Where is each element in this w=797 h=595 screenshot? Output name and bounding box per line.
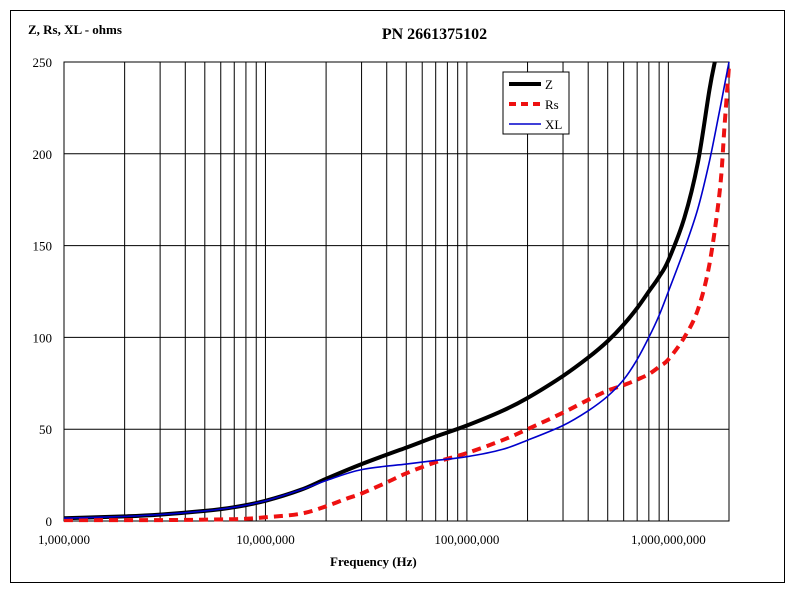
series-line-rs — [63, 65, 731, 523]
x-tick-label: 10,000,000 — [236, 532, 295, 547]
chart-frame — [10, 10, 785, 583]
plot-area-border — [63, 61, 730, 522]
y-tick-label: 200 — [33, 147, 53, 162]
y-tick-label: 0 — [46, 514, 53, 529]
y-tick-label: 250 — [33, 55, 53, 70]
x-tick-label: 1,000,000 — [38, 532, 90, 547]
series-line-z — [63, 61, 717, 521]
x-tick-label: 100,000,000 — [434, 532, 499, 547]
legend-label-z: Z — [545, 77, 553, 92]
legend: Z Rs XL — [502, 71, 570, 135]
legend-label-rs: Rs — [545, 97, 559, 112]
legend-label-xl: XL — [545, 117, 562, 132]
x-axis-label: Frequency (Hz) — [330, 554, 417, 569]
data-series — [63, 61, 731, 523]
series-line-xl — [63, 61, 730, 519]
x-tick-label: 1,000,000,000 — [631, 532, 706, 547]
y-tick-label: 50 — [39, 422, 52, 437]
y-axis-label: Z, Rs, XL - ohms — [28, 22, 122, 37]
y-tick-label: 150 — [33, 239, 53, 254]
y-tick-label: 100 — [33, 330, 53, 345]
axis-ticks: 0 50 100 150 200 250 1,000,000 10,000,000 100,00… — [33, 55, 706, 547]
chart-title: PN 2661375102 — [381, 26, 488, 43]
